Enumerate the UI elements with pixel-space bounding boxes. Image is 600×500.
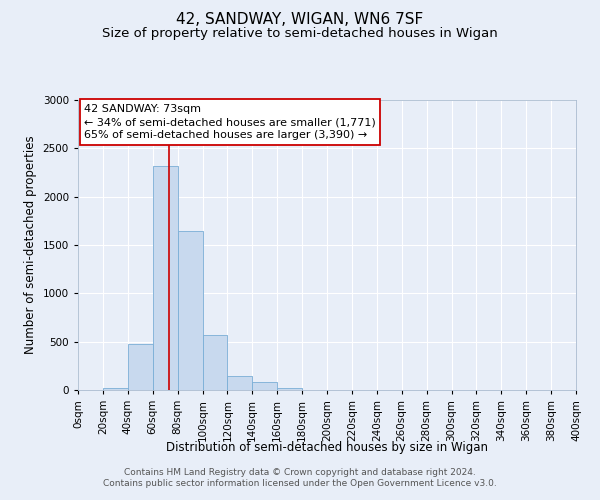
Bar bbox=[277, 388, 302, 390]
Text: Distribution of semi-detached houses by size in Wigan: Distribution of semi-detached houses by … bbox=[166, 441, 488, 454]
Bar bbox=[128, 344, 153, 390]
Text: 42, SANDWAY, WIGAN, WN6 7SF: 42, SANDWAY, WIGAN, WN6 7SF bbox=[176, 12, 424, 28]
Text: 42 SANDWAY: 73sqm
← 34% of semi-detached houses are smaller (1,771)
65% of semi-: 42 SANDWAY: 73sqm ← 34% of semi-detached… bbox=[84, 104, 376, 141]
Text: Contains public sector information licensed under the Open Government Licence v3: Contains public sector information licen… bbox=[103, 480, 497, 488]
Text: Size of property relative to semi-detached houses in Wigan: Size of property relative to semi-detach… bbox=[102, 28, 498, 40]
Bar bbox=[227, 376, 253, 390]
Bar bbox=[203, 335, 227, 390]
Y-axis label: Number of semi-detached properties: Number of semi-detached properties bbox=[24, 136, 37, 354]
Bar bbox=[178, 232, 203, 390]
Text: Contains HM Land Registry data © Crown copyright and database right 2024.: Contains HM Land Registry data © Crown c… bbox=[124, 468, 476, 477]
Bar bbox=[152, 166, 178, 390]
Bar bbox=[253, 382, 277, 390]
Bar bbox=[103, 388, 128, 390]
